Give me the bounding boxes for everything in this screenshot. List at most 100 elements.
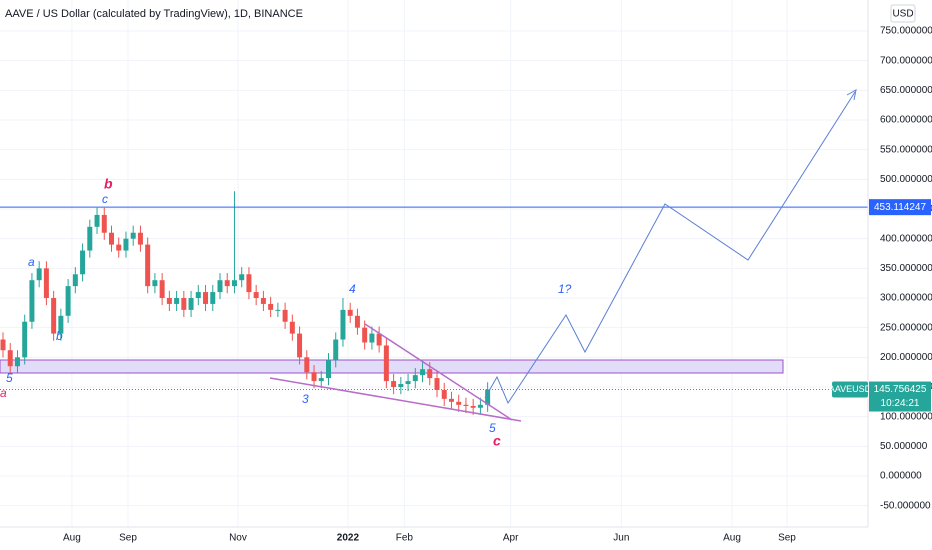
y-tick-label: 600.000000 (880, 115, 932, 126)
candle-body (376, 333, 382, 346)
candle-body (65, 286, 71, 316)
candle-body (0, 339, 6, 351)
wave-label: 5 (489, 421, 496, 435)
candle-body (289, 321, 295, 334)
wave-label: a (28, 255, 35, 269)
currency: USD (892, 9, 913, 20)
candle-body (434, 378, 440, 390)
wedge-lower (269, 377, 522, 422)
candle-body (210, 292, 216, 304)
candle-body (275, 309, 281, 311)
candle-body (362, 327, 368, 343)
x-tick-label: Nov (229, 533, 247, 544)
wave-label: 3 (302, 392, 309, 406)
hline-price: 453.114247 (874, 202, 927, 213)
x-tick-label: Aug (723, 533, 741, 544)
candle-body (217, 280, 223, 293)
candle-body (174, 298, 180, 304)
x-tick-label: 2022 (337, 533, 360, 544)
candle-body (188, 298, 194, 310)
price-labels: 750.000000 700.000000 650.000000 600.000000… (63, 26, 932, 544)
support-zone (0, 359, 784, 374)
wave-label: a (0, 386, 7, 400)
candle-body (260, 298, 266, 304)
y-tick-label: 700.000000 (880, 55, 932, 66)
candle-body (7, 350, 13, 367)
candle-body (477, 404, 483, 408)
candle-body (22, 321, 28, 358)
candle-body (116, 244, 122, 251)
symbol-label: AAVEUSD (829, 384, 872, 394)
chart-title: AAVE / US Dollar (calculated by TradingV… (5, 8, 303, 20)
countdown: 10:24:21 (881, 398, 920, 409)
candle-body (354, 315, 360, 328)
candle-body (130, 232, 136, 239)
wave-label: b (56, 329, 63, 343)
last-price: 145.756425 (874, 384, 927, 395)
x-tick-label: Sep (778, 533, 796, 544)
candle-body (463, 404, 469, 406)
wedge-upper (364, 323, 513, 421)
candle-body (51, 298, 57, 334)
candle-body (72, 274, 78, 287)
candle-body (87, 226, 93, 251)
y-tick-label: 300.000000 (880, 293, 932, 304)
candle-body (80, 250, 86, 275)
projection-path (484, 91, 856, 405)
candle-body (36, 268, 42, 281)
candle-body (94, 214, 100, 227)
candle-body (246, 274, 252, 293)
candle-body (181, 298, 187, 310)
candle-body (347, 309, 353, 316)
candle-body (318, 378, 324, 382)
y-tick-label: 50.000000 (880, 441, 928, 452)
candles (0, 191, 868, 415)
candle-body (333, 339, 339, 361)
candle-body (405, 381, 411, 385)
y-tick-label: 350.000000 (880, 263, 932, 274)
candle-body (412, 375, 418, 382)
candle-body (441, 389, 447, 399)
currency-box[interactable] (890, 4, 916, 23)
y-tick-label: 0.000000 (880, 471, 922, 482)
candle-body (239, 274, 245, 281)
hline-price-box (869, 199, 931, 216)
candle-body (159, 280, 165, 298)
candle-body (29, 280, 35, 322)
y-tick-label: 100.000000 (880, 411, 932, 422)
wave-label: c (102, 192, 108, 206)
x-tick-label: Apr (503, 533, 519, 544)
symbol-box (832, 381, 868, 398)
candle-body (420, 369, 426, 376)
candle-body (253, 292, 259, 298)
candle-body (383, 345, 389, 382)
candle-body (166, 298, 172, 304)
x-tick-label: Sep (119, 533, 137, 544)
candle-body (448, 398, 454, 402)
wave-label: c (493, 433, 501, 449)
candle-body (340, 309, 346, 340)
x-tick-label: Jun (613, 533, 629, 544)
y-tick-label: 750.000000 (880, 26, 932, 37)
candle-body (137, 232, 143, 245)
candle-body (195, 292, 201, 298)
candle-body (14, 357, 20, 367)
candle-body (398, 384, 404, 387)
candle-body (152, 280, 158, 287)
wave-label: 4 (349, 282, 356, 296)
candle-body (304, 357, 310, 373)
candle-body (485, 389, 491, 405)
candle-body (203, 292, 209, 304)
x-tick-label: Aug (63, 533, 81, 544)
wave-label: 1? (558, 282, 572, 296)
candle-body (231, 280, 237, 287)
wave-label: 5 (6, 371, 13, 385)
candle-body (224, 280, 230, 287)
candle-body (470, 405, 476, 408)
y-tick-label: -50.000000 (880, 500, 931, 511)
wave-label: b (104, 176, 113, 192)
candle-body (109, 232, 114, 245)
y-tick-label: 550.000000 (880, 144, 932, 155)
y-tick-label: 200.000000 (880, 352, 932, 363)
